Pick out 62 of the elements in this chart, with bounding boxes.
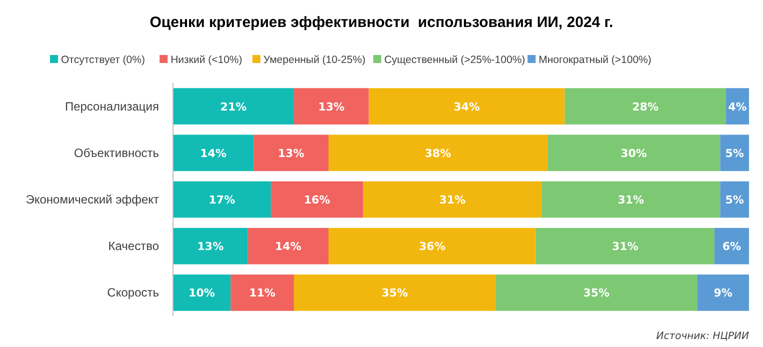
bar: [564, 88, 726, 124]
bar: [230, 274, 294, 311]
bar: [173, 274, 231, 311]
bar: [726, 88, 749, 124]
data-label: 11%: [249, 286, 276, 300]
bar: [368, 88, 565, 124]
data-label: 13%: [318, 100, 345, 114]
data-label: 21%: [220, 100, 247, 114]
data-label: 14%: [200, 146, 226, 160]
bar: [714, 228, 749, 264]
data-label: 10%: [188, 286, 215, 300]
bar: [720, 181, 749, 218]
data-label: 31%: [618, 194, 644, 206]
legend-label: Существенный (>25%-100%): [384, 54, 526, 66]
data-label: 31%: [439, 194, 466, 206]
bar: [294, 274, 496, 311]
data-label: 31%: [612, 240, 638, 254]
bar: [542, 181, 720, 218]
bar: [254, 134, 329, 172]
chart-title: Оценки критериев эффективности использования ИИ, 2024 г.: [150, 14, 614, 31]
bar: [536, 228, 714, 264]
bar: [328, 134, 548, 172]
data-label: 36%: [419, 240, 446, 254]
bar: [547, 134, 720, 172]
data-label: 16%: [304, 194, 330, 206]
bar: [173, 181, 271, 218]
y-tick-label: Персонализация: [64, 99, 159, 114]
data-label: 4%: [728, 100, 747, 114]
legend-label: Умеренный (10-25%): [263, 54, 366, 66]
bar: [363, 181, 542, 218]
bar: [173, 228, 248, 264]
bar: [248, 228, 329, 264]
data-label: 5%: [725, 194, 744, 206]
data-label: 38%: [424, 146, 452, 160]
bar: [496, 274, 698, 311]
data-label: 13%: [278, 146, 304, 160]
text: Источник: НЦРИИ: [656, 331, 750, 342]
data-label: 9%: [714, 286, 732, 300]
bar: [173, 88, 294, 124]
data-label: 30%: [620, 146, 647, 160]
y-tick-label: Качество: [108, 239, 160, 254]
data-label: 6%: [722, 240, 742, 254]
data-label: 14%: [275, 240, 302, 254]
bar: [328, 228, 536, 264]
bar: [720, 134, 749, 172]
y-tick-label: Скорость: [107, 286, 159, 300]
bar: [697, 274, 749, 311]
y-tick-label: Объективность: [74, 146, 159, 160]
legend-label: Отсутствует (0%): [61, 54, 145, 66]
bar: [294, 88, 369, 124]
data-label: 34%: [454, 100, 480, 114]
bar: [270, 181, 364, 218]
y-tick-label: Экономический эффект: [26, 192, 160, 206]
data-label: 35%: [583, 286, 610, 300]
data-label: 5%: [725, 146, 744, 160]
bar: [173, 134, 254, 172]
data-label: 17%: [208, 194, 236, 206]
legend-label: Низкий (<10%): [170, 54, 242, 66]
data-label: 28%: [632, 100, 658, 114]
data-label: 13%: [197, 240, 224, 254]
data-label: 35%: [382, 286, 408, 300]
legend-label: Многократный (>100%): [538, 54, 652, 66]
